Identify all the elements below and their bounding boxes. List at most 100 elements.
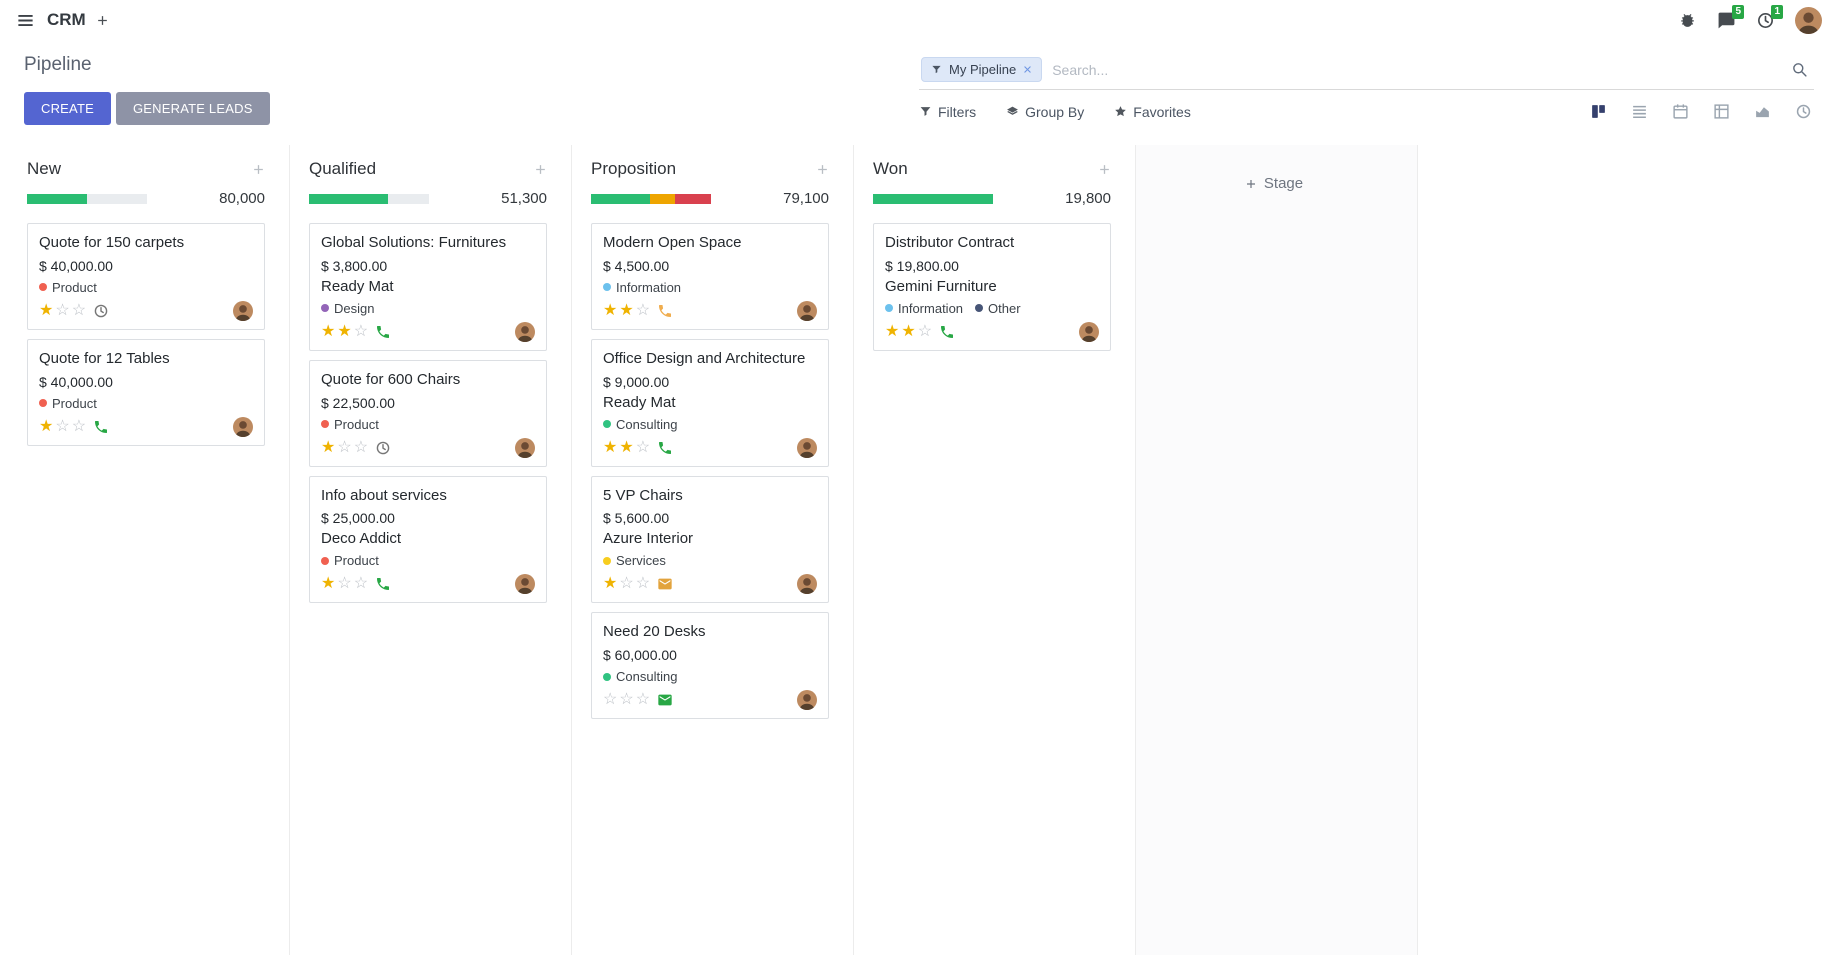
user-avatar[interactable] (1795, 7, 1822, 34)
card-amount: $ 25,000.00 (321, 510, 395, 527)
column-progressbar[interactable] (309, 193, 429, 204)
progress-segment (591, 193, 650, 204)
tag-label: Consulting (616, 669, 678, 684)
generate-leads-button[interactable]: GENERATE LEADS (115, 92, 270, 125)
priority-stars[interactable]: ★☆☆ (39, 301, 88, 319)
kanban-card[interactable]: Distributor Contract $ 19,800.00 Gemini … (873, 223, 1111, 351)
kanban-card[interactable]: Quote for 12 Tables $ 40,000.00 Product … (27, 338, 265, 446)
avatar[interactable] (233, 417, 253, 437)
add-stage-column[interactable]: Stage (1136, 145, 1418, 955)
stars-empty: ☆☆ (619, 575, 653, 593)
tag-color-dot (321, 304, 329, 313)
kanban-card[interactable]: Global Solutions: Furnitures $ 3,800.00 … (309, 223, 547, 351)
app-name[interactable]: CRM (47, 10, 86, 29)
tag: Information (603, 280, 681, 295)
priority-stars[interactable]: ★☆☆ (603, 576, 652, 592)
funnel-icon (919, 105, 932, 118)
tag: Product (321, 553, 379, 568)
phone-icon[interactable] (657, 440, 673, 456)
kanban-card[interactable]: Quote for 150 carpets $ 40,000.00 Produc… (27, 223, 265, 330)
progress-segment (873, 193, 993, 204)
priority-stars[interactable]: ★★☆ (603, 439, 652, 456)
search-input[interactable] (1042, 57, 1791, 82)
priority-stars[interactable]: ★★☆ (885, 323, 934, 340)
avatar[interactable] (1079, 322, 1099, 342)
priority-stars[interactable]: ★☆☆ (321, 439, 370, 456)
priority-stars[interactable]: ☆☆☆ (603, 692, 652, 708)
tag-color-dot (39, 399, 47, 407)
add-record-button[interactable] (534, 163, 547, 176)
mail-icon[interactable] (657, 576, 673, 592)
avatar[interactable] (515, 322, 535, 342)
search-bar[interactable]: My Pipeline (919, 54, 1814, 90)
kanban-card[interactable]: 5 VP Chairs $ 5,600.00 Azure Interior Se… (591, 475, 829, 604)
kanban-card[interactable]: Modern Open Space $ 4,500.00 Information… (591, 223, 829, 330)
bug-icon[interactable] (1678, 11, 1697, 30)
view-switcher (1590, 103, 1814, 120)
tag-label: Design (334, 300, 375, 316)
filters-button[interactable]: Filters (919, 104, 976, 120)
priority-stars[interactable]: ★☆☆ (321, 576, 370, 592)
search-facet[interactable]: My Pipeline (921, 57, 1043, 82)
phone-icon[interactable] (93, 419, 109, 435)
pivot-view-button[interactable] (1713, 103, 1730, 120)
column-progressbar[interactable] (591, 193, 711, 204)
clock-icon[interactable] (93, 303, 109, 319)
activities-badge: 1 (1771, 4, 1783, 19)
kanban-column-proposition: Proposition 79,100 Modern Open Space $ 4… (572, 145, 854, 955)
tag-label: Product (334, 416, 379, 432)
add-record-button[interactable] (816, 163, 829, 176)
list-view-button[interactable] (1631, 103, 1648, 120)
facet-remove-icon[interactable] (1023, 65, 1032, 74)
group-by-button[interactable]: Group By (1006, 104, 1084, 120)
priority-stars[interactable]: ★☆☆ (39, 417, 89, 435)
kanban-view-button[interactable] (1590, 103, 1607, 120)
avatar[interactable] (797, 574, 817, 594)
kanban-card[interactable]: Office Design and Architecture $ 9,000.0… (591, 338, 829, 467)
clock-icon[interactable] (375, 440, 391, 456)
kanban-card[interactable]: Need 20 Desks $ 60,000.00 Consulting ☆☆☆ (591, 612, 829, 719)
priority-stars[interactable]: ★★☆ (603, 302, 652, 319)
priority-stars[interactable]: ★★☆ (321, 323, 370, 340)
messages-badge: 5 (1732, 4, 1744, 19)
create-button[interactable]: CREATE (24, 92, 111, 125)
stars-filled: ★ (39, 301, 56, 319)
apps-menu-icon[interactable] (16, 11, 35, 30)
search-icon[interactable] (1791, 61, 1808, 78)
messages-icon[interactable]: 5 (1717, 4, 1744, 30)
avatar[interactable] (515, 438, 535, 458)
avatar[interactable] (233, 301, 253, 321)
tag: Services (603, 553, 666, 568)
avatar[interactable] (797, 438, 817, 458)
mail-icon[interactable] (657, 692, 673, 708)
phone-icon[interactable] (375, 324, 391, 340)
activities-clock-icon[interactable]: 1 (1756, 4, 1783, 30)
avatar[interactable] (797, 301, 817, 321)
tag-color-dot (975, 304, 984, 313)
phone-icon[interactable] (939, 324, 955, 340)
add-record-button[interactable] (252, 163, 265, 176)
stars-empty: ☆☆ (55, 417, 89, 435)
phone-icon[interactable] (657, 303, 673, 319)
plus-icon[interactable] (96, 14, 109, 27)
column-progressbar[interactable] (873, 193, 993, 204)
favorites-button[interactable]: Favorites (1114, 104, 1191, 120)
kanban-card[interactable]: Info about services $ 25,000.00 Deco Add… (309, 475, 547, 604)
systray: 5 1 (1678, 4, 1822, 34)
card-title: Quote for 12 Tables (39, 349, 170, 367)
calendar-view-button[interactable] (1672, 103, 1689, 120)
column-progressbar[interactable] (27, 193, 147, 204)
graph-view-button[interactable] (1754, 103, 1771, 120)
progress-segment (27, 193, 87, 204)
kanban-card[interactable]: Quote for 600 Chairs $ 22,500.00 Product… (309, 359, 547, 467)
card-amount: $ 4,500.00 (603, 257, 670, 274)
add-record-button[interactable] (1098, 163, 1111, 176)
tag-color-dot (321, 420, 329, 428)
activity-view-button[interactable] (1795, 103, 1812, 120)
avatar[interactable] (797, 690, 817, 710)
star-icon (1114, 105, 1127, 118)
kanban-column-qualified: Qualified 51,300 Global Solutions: Furni… (290, 145, 572, 955)
phone-icon[interactable] (375, 576, 391, 592)
tag: Product (321, 417, 379, 432)
avatar[interactable] (515, 574, 535, 594)
